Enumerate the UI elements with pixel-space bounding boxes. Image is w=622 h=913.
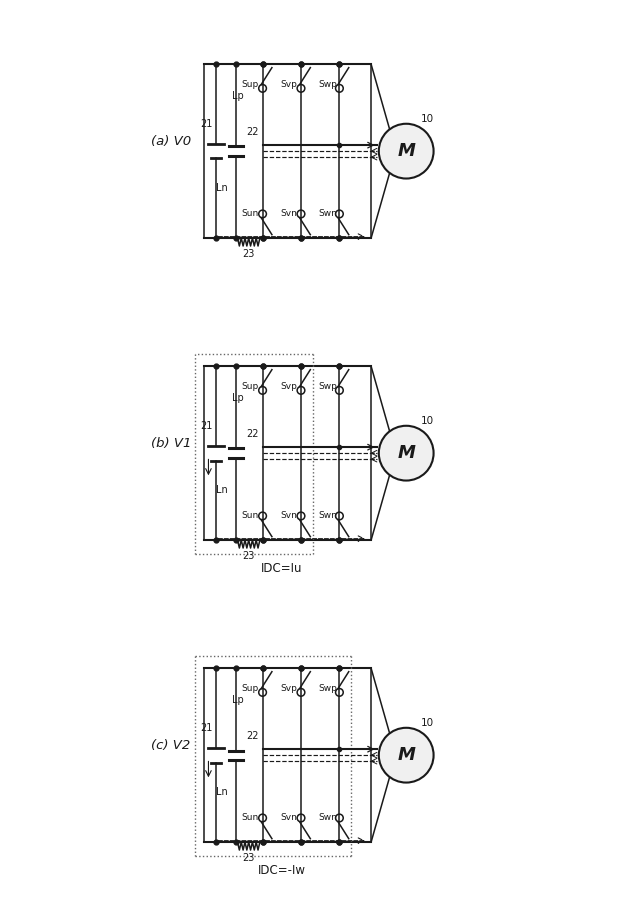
Text: Ln: Ln (216, 184, 228, 194)
Text: Sup: Sup (242, 382, 259, 391)
Text: 23: 23 (243, 249, 255, 259)
Text: 23: 23 (243, 551, 255, 561)
Text: Swp: Swp (318, 684, 338, 693)
Text: Sun: Sun (242, 813, 259, 822)
Text: Swp: Swp (318, 79, 338, 89)
Circle shape (379, 728, 434, 782)
Text: 10: 10 (420, 114, 434, 124)
Text: M: M (397, 142, 415, 160)
Text: Sun: Sun (242, 208, 259, 217)
Text: Ln: Ln (216, 787, 228, 797)
Text: Svp: Svp (281, 684, 297, 693)
Text: 22: 22 (246, 127, 259, 137)
Text: Svn: Svn (281, 813, 297, 822)
Text: Sup: Sup (242, 684, 259, 693)
Text: M: M (397, 444, 415, 462)
Text: Swn: Swn (318, 813, 338, 822)
Text: Svn: Svn (281, 510, 297, 519)
Text: 10: 10 (420, 719, 434, 728)
Text: (b) V1: (b) V1 (151, 436, 191, 449)
Text: 22: 22 (246, 429, 259, 439)
Text: Lp: Lp (231, 91, 243, 101)
Text: (c) V2: (c) V2 (151, 739, 190, 751)
Text: IDC=-Iw: IDC=-Iw (258, 864, 306, 876)
Circle shape (379, 124, 434, 179)
Text: 23: 23 (243, 854, 255, 864)
Text: 21: 21 (200, 119, 213, 129)
Text: M: M (397, 746, 415, 764)
Text: Swn: Swn (318, 208, 338, 217)
Text: IDC=Iu: IDC=Iu (261, 561, 302, 575)
Text: 22: 22 (246, 731, 259, 741)
Text: Svp: Svp (281, 382, 297, 391)
Text: Swp: Swp (318, 382, 338, 391)
Text: Sup: Sup (242, 79, 259, 89)
Circle shape (379, 425, 434, 480)
Text: Swn: Swn (318, 510, 338, 519)
Text: Sun: Sun (242, 510, 259, 519)
Text: Svn: Svn (281, 208, 297, 217)
Text: Lp: Lp (231, 696, 243, 706)
Text: 21: 21 (200, 723, 213, 733)
Text: Svp: Svp (281, 79, 297, 89)
Text: Ln: Ln (216, 485, 228, 495)
Text: 10: 10 (420, 416, 434, 426)
Text: (a) V0: (a) V0 (151, 134, 191, 148)
Text: 21: 21 (200, 421, 213, 431)
Text: Lp: Lp (231, 394, 243, 404)
